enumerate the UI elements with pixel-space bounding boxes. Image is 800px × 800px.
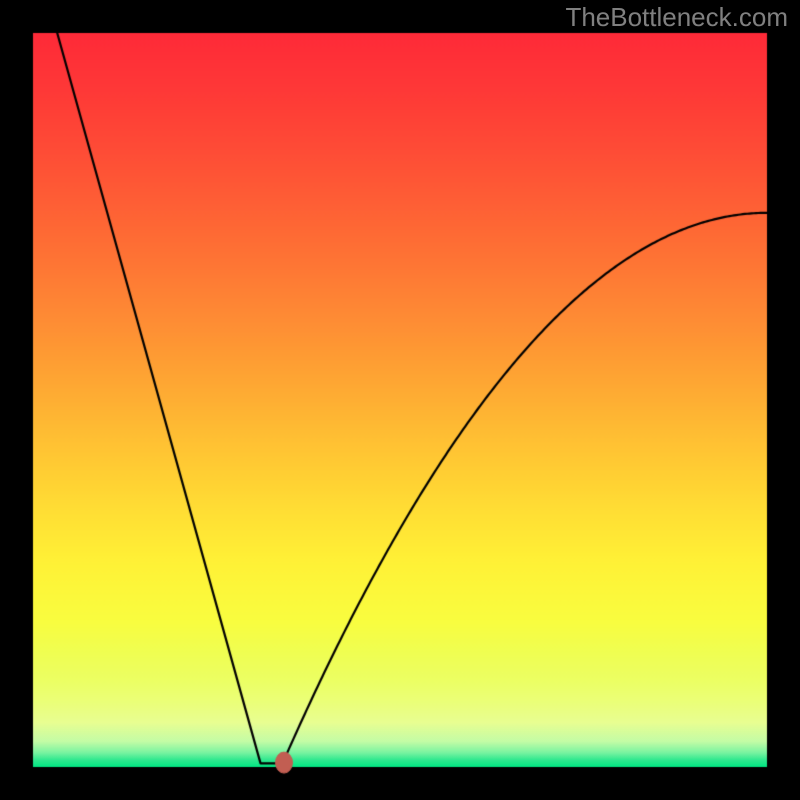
bottleneck-chart-canvas [0,0,800,800]
watermark-label: TheBottleneck.com [565,2,788,33]
chart-stage: TheBottleneck.com [0,0,800,800]
